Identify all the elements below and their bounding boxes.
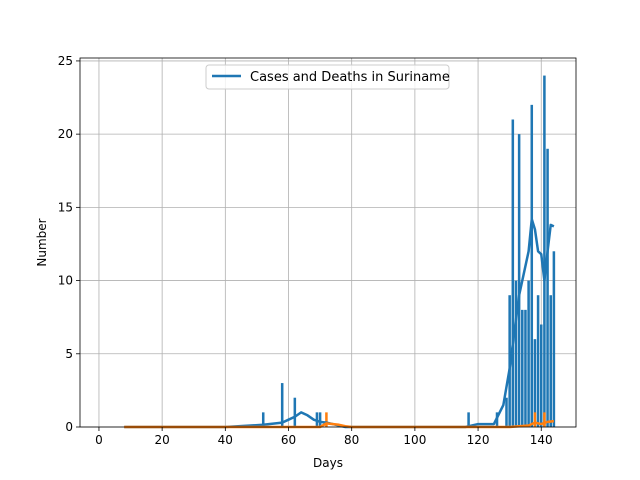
x-tick-label: 80 <box>344 433 359 447</box>
bar <box>530 104 534 427</box>
bar <box>318 412 322 427</box>
series-line <box>124 217 555 429</box>
bar <box>505 397 508 427</box>
bar <box>325 412 328 427</box>
x-tick-label: 20 <box>154 433 169 447</box>
x-tick-label: 140 <box>530 433 553 447</box>
bars <box>261 75 556 428</box>
lines <box>124 217 555 429</box>
y-tick-label: 25 <box>58 54 73 68</box>
bar <box>514 280 518 427</box>
bar <box>536 295 540 427</box>
legend-box <box>205 64 450 90</box>
ticks: 0 20 40 60 80 100 120 140 0 5 10 15 20 25 <box>58 54 553 447</box>
legend-entry: Cases and Deaths in Suriname <box>250 70 450 85</box>
y-tick-label: 10 <box>58 274 73 288</box>
bar <box>552 251 556 427</box>
y-tick-label: 0 <box>65 420 73 434</box>
bar <box>533 339 537 427</box>
plot-frame <box>79 57 577 428</box>
legend: Cases and Deaths in Suriname <box>205 64 450 90</box>
x-tick-label: 40 <box>218 433 233 447</box>
bar <box>517 134 521 427</box>
bar <box>521 309 524 427</box>
y-tick-label: 5 <box>65 347 73 361</box>
bar <box>549 295 552 427</box>
bar <box>533 412 537 427</box>
y-tick-label: 20 <box>58 127 73 141</box>
bar <box>467 412 470 427</box>
x-tick-label: 120 <box>467 433 490 447</box>
y-axis-label: Number <box>35 218 49 266</box>
x-tick-label: 100 <box>403 433 426 447</box>
x-axis-label: Days <box>313 456 343 470</box>
bar <box>527 280 530 427</box>
bar <box>539 324 543 427</box>
x-tick-label: 60 <box>281 433 296 447</box>
bar <box>543 412 546 427</box>
bar <box>261 412 265 427</box>
x-tick-label: 0 <box>95 433 103 447</box>
bar <box>546 148 549 428</box>
bar <box>293 397 297 427</box>
bar <box>524 309 527 427</box>
bar <box>543 75 546 428</box>
grid <box>80 58 576 428</box>
bar <box>511 119 515 427</box>
bar <box>280 383 284 427</box>
y-tick-label: 15 <box>58 200 73 214</box>
